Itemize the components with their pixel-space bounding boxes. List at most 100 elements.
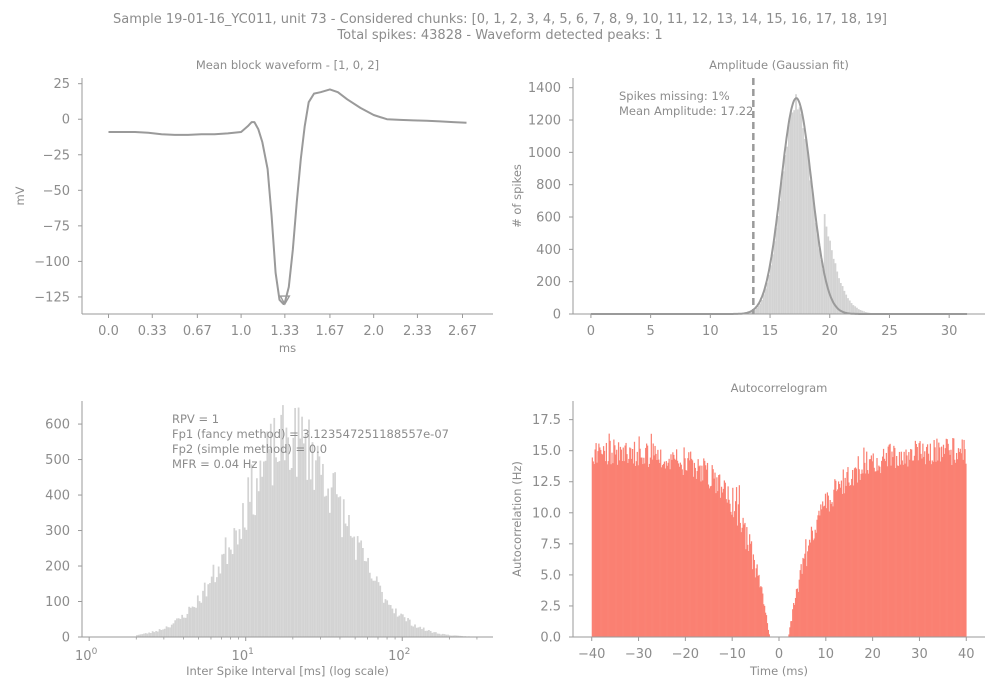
autocorr-bar <box>725 499 727 637</box>
autocorr-bar <box>863 447 865 637</box>
y-tick-label: 600 <box>536 211 561 226</box>
histogram-bar <box>854 306 857 314</box>
autocorr-bar <box>803 558 805 637</box>
autocorr-bar <box>707 484 710 637</box>
autocorr-bar <box>745 549 747 637</box>
histogram-bar <box>252 514 255 637</box>
autocorr-bar <box>882 448 885 637</box>
histogram-bar <box>327 488 329 637</box>
histogram-bar <box>403 617 406 637</box>
autocorr-bar <box>947 443 949 637</box>
histogram-bar <box>757 306 760 314</box>
histogram-bar <box>276 461 279 637</box>
autocorr-bar <box>807 551 809 637</box>
histogram-bar <box>847 298 849 314</box>
histogram-bar <box>240 538 243 637</box>
histogram-bar <box>320 474 323 637</box>
x-tick-label: 30 <box>941 324 958 339</box>
autocorr-bar <box>606 464 608 637</box>
histogram-bar <box>827 236 830 314</box>
autocorr-bar <box>868 459 871 637</box>
autocorr-bar <box>793 602 795 637</box>
histogram-bar <box>773 241 776 314</box>
histogram-bar <box>836 271 839 314</box>
histogram-bar <box>384 599 387 637</box>
autocorr-bar <box>821 509 823 637</box>
histogram-bar <box>183 617 185 637</box>
autocorr-bar <box>701 465 703 637</box>
x-tick-label: 100 <box>75 647 98 664</box>
y-tick-label: 12.5 <box>532 475 561 490</box>
y-tick-label: 400 <box>45 489 70 504</box>
autocorr-bar <box>788 634 790 637</box>
autocorr-bar <box>680 464 682 637</box>
autocorr-bar <box>631 449 634 637</box>
autocorr-bar <box>679 462 681 637</box>
autocorr-bar <box>710 485 712 637</box>
histogram-bar <box>143 633 145 637</box>
autocorr-bar <box>683 447 685 637</box>
histogram-bar <box>412 626 415 637</box>
autocorr-bar <box>811 530 814 637</box>
autocorr-bar <box>729 503 731 637</box>
autocorr-bar <box>597 451 599 637</box>
autocorr-bar <box>915 443 917 637</box>
autocorr-bar <box>808 545 810 637</box>
autocorr-bar <box>684 458 686 637</box>
autocorr-bar <box>798 579 800 637</box>
autocorr-bar <box>958 451 961 637</box>
histogram-bar <box>188 606 190 637</box>
autocorr-bar <box>750 541 753 637</box>
autocorr-bar <box>838 484 841 637</box>
autocorr-bar <box>599 447 601 637</box>
histogram-bar <box>257 491 260 637</box>
histogram-bar <box>209 583 211 637</box>
autocorr-bar <box>867 473 870 637</box>
histogram-bar <box>450 635 453 637</box>
autocorr-bar <box>656 460 658 637</box>
histogram-bar <box>219 573 222 637</box>
x-axis-label: ms <box>279 341 296 355</box>
autocorr-bar <box>621 461 623 637</box>
histogram-bar <box>368 572 371 637</box>
autocorr-bar <box>893 445 895 637</box>
autocorr-bar <box>768 634 770 637</box>
x-tick-label: 2.67 <box>448 324 477 339</box>
histogram-bar <box>424 630 427 637</box>
autocorr-bar <box>866 451 868 637</box>
histogram-bar <box>415 627 418 637</box>
autocorr-bar <box>666 465 668 637</box>
histogram-bar <box>344 523 347 637</box>
histogram-bar <box>438 633 441 637</box>
x-tick-label: 0 <box>587 324 595 339</box>
autocorr-bar <box>647 467 650 637</box>
x-tick-label: 2.33 <box>403 324 432 339</box>
amplitude-annotation: Spikes missing: 1% <box>619 89 730 103</box>
x-tick-label: 10 <box>818 647 835 662</box>
autocorr-bar <box>806 566 808 637</box>
histogram-bar <box>221 554 224 637</box>
autocorr-bar <box>796 588 799 637</box>
autocorr-bar <box>897 466 900 637</box>
y-tick-label: 15.0 <box>532 444 561 459</box>
autocorr-bar <box>702 480 704 637</box>
autocorr-bar <box>682 474 684 637</box>
autocorr-bar <box>885 452 887 637</box>
autocorr-bar <box>669 469 671 637</box>
histogram-bar <box>750 311 753 314</box>
autocorr-bar <box>726 502 728 637</box>
histogram-bar <box>169 627 171 637</box>
histogram-bar <box>249 501 251 637</box>
autocorr-bar <box>604 461 607 637</box>
autocorr-bar <box>602 454 604 637</box>
x-tick-label: 15 <box>762 324 779 339</box>
histogram-bar <box>372 580 375 637</box>
autocorr-bar <box>790 621 792 637</box>
autocorr-bar <box>616 449 618 637</box>
autocorr-bar <box>665 461 667 637</box>
y-tick-label: 0 <box>62 113 70 128</box>
histogram-bar <box>210 576 213 637</box>
histogram-bar <box>273 417 276 637</box>
histogram-bar <box>839 282 842 314</box>
autocorr-bar <box>831 502 833 637</box>
